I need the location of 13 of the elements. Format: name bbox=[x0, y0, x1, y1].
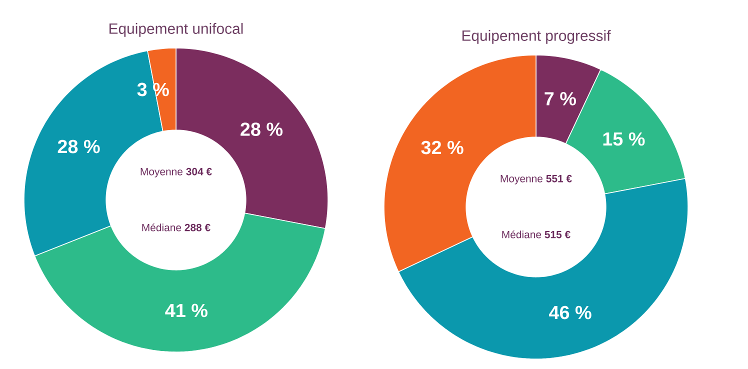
chart-title: Equipement progressif bbox=[462, 30, 611, 44]
text: Médiane 515 € bbox=[502, 230, 570, 238]
data-label: 41 % bbox=[165, 304, 208, 318]
text: Médiane 288 € bbox=[142, 223, 210, 232]
data-label: 7 % bbox=[544, 92, 576, 106]
chart-title: Equipement unifocal bbox=[110, 22, 243, 37]
text: Moyenne 551 € bbox=[500, 174, 572, 184]
data-label: 28 % bbox=[240, 122, 283, 136]
data-label: 32 % bbox=[421, 140, 464, 154]
data-label: 15 % bbox=[603, 132, 645, 146]
data-label: 28 % bbox=[58, 140, 100, 154]
text: Moyenne 304 € bbox=[140, 168, 212, 178]
data-label: 46 % bbox=[549, 306, 592, 320]
